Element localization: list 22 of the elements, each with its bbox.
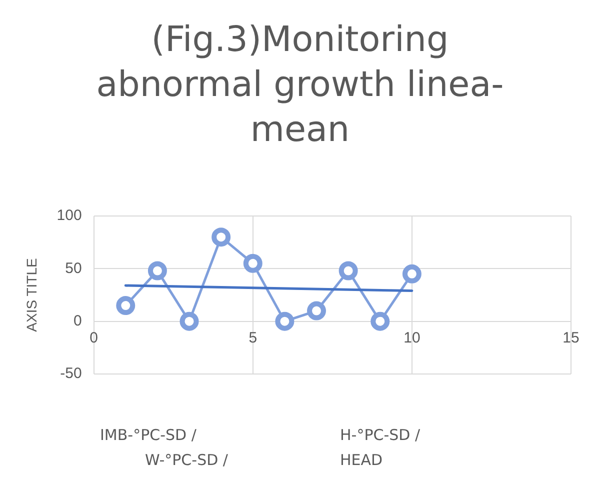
y-tick-label: -50	[60, 365, 82, 382]
point	[148, 261, 167, 280]
point	[243, 254, 262, 273]
point	[370, 312, 390, 331]
x-tick-label: 15	[562, 329, 580, 346]
chart-title: (Fig.3)Monitoring abnormal growth linea- mean	[95, 19, 505, 152]
point	[402, 264, 422, 284]
point	[180, 312, 199, 331]
text: H-°PC-SD / HEAD	[340, 425, 420, 471]
point	[275, 312, 294, 331]
y-axis-title: AXIS TITLE	[23, 258, 40, 332]
point	[338, 261, 358, 280]
y-tick-label: 50	[65, 260, 82, 277]
x-tick-label: 10	[404, 329, 420, 346]
text: IMB-°PC-SD / W-°PC-SD /	[100, 425, 228, 471]
point	[116, 296, 136, 316]
y-tick-label: 0	[73, 312, 82, 330]
y-tick-label: 100	[56, 207, 82, 224]
point	[307, 301, 326, 320]
x-tick-label: 0	[90, 329, 98, 346]
x-tick-label: 5	[248, 329, 258, 346]
point	[212, 228, 231, 247]
